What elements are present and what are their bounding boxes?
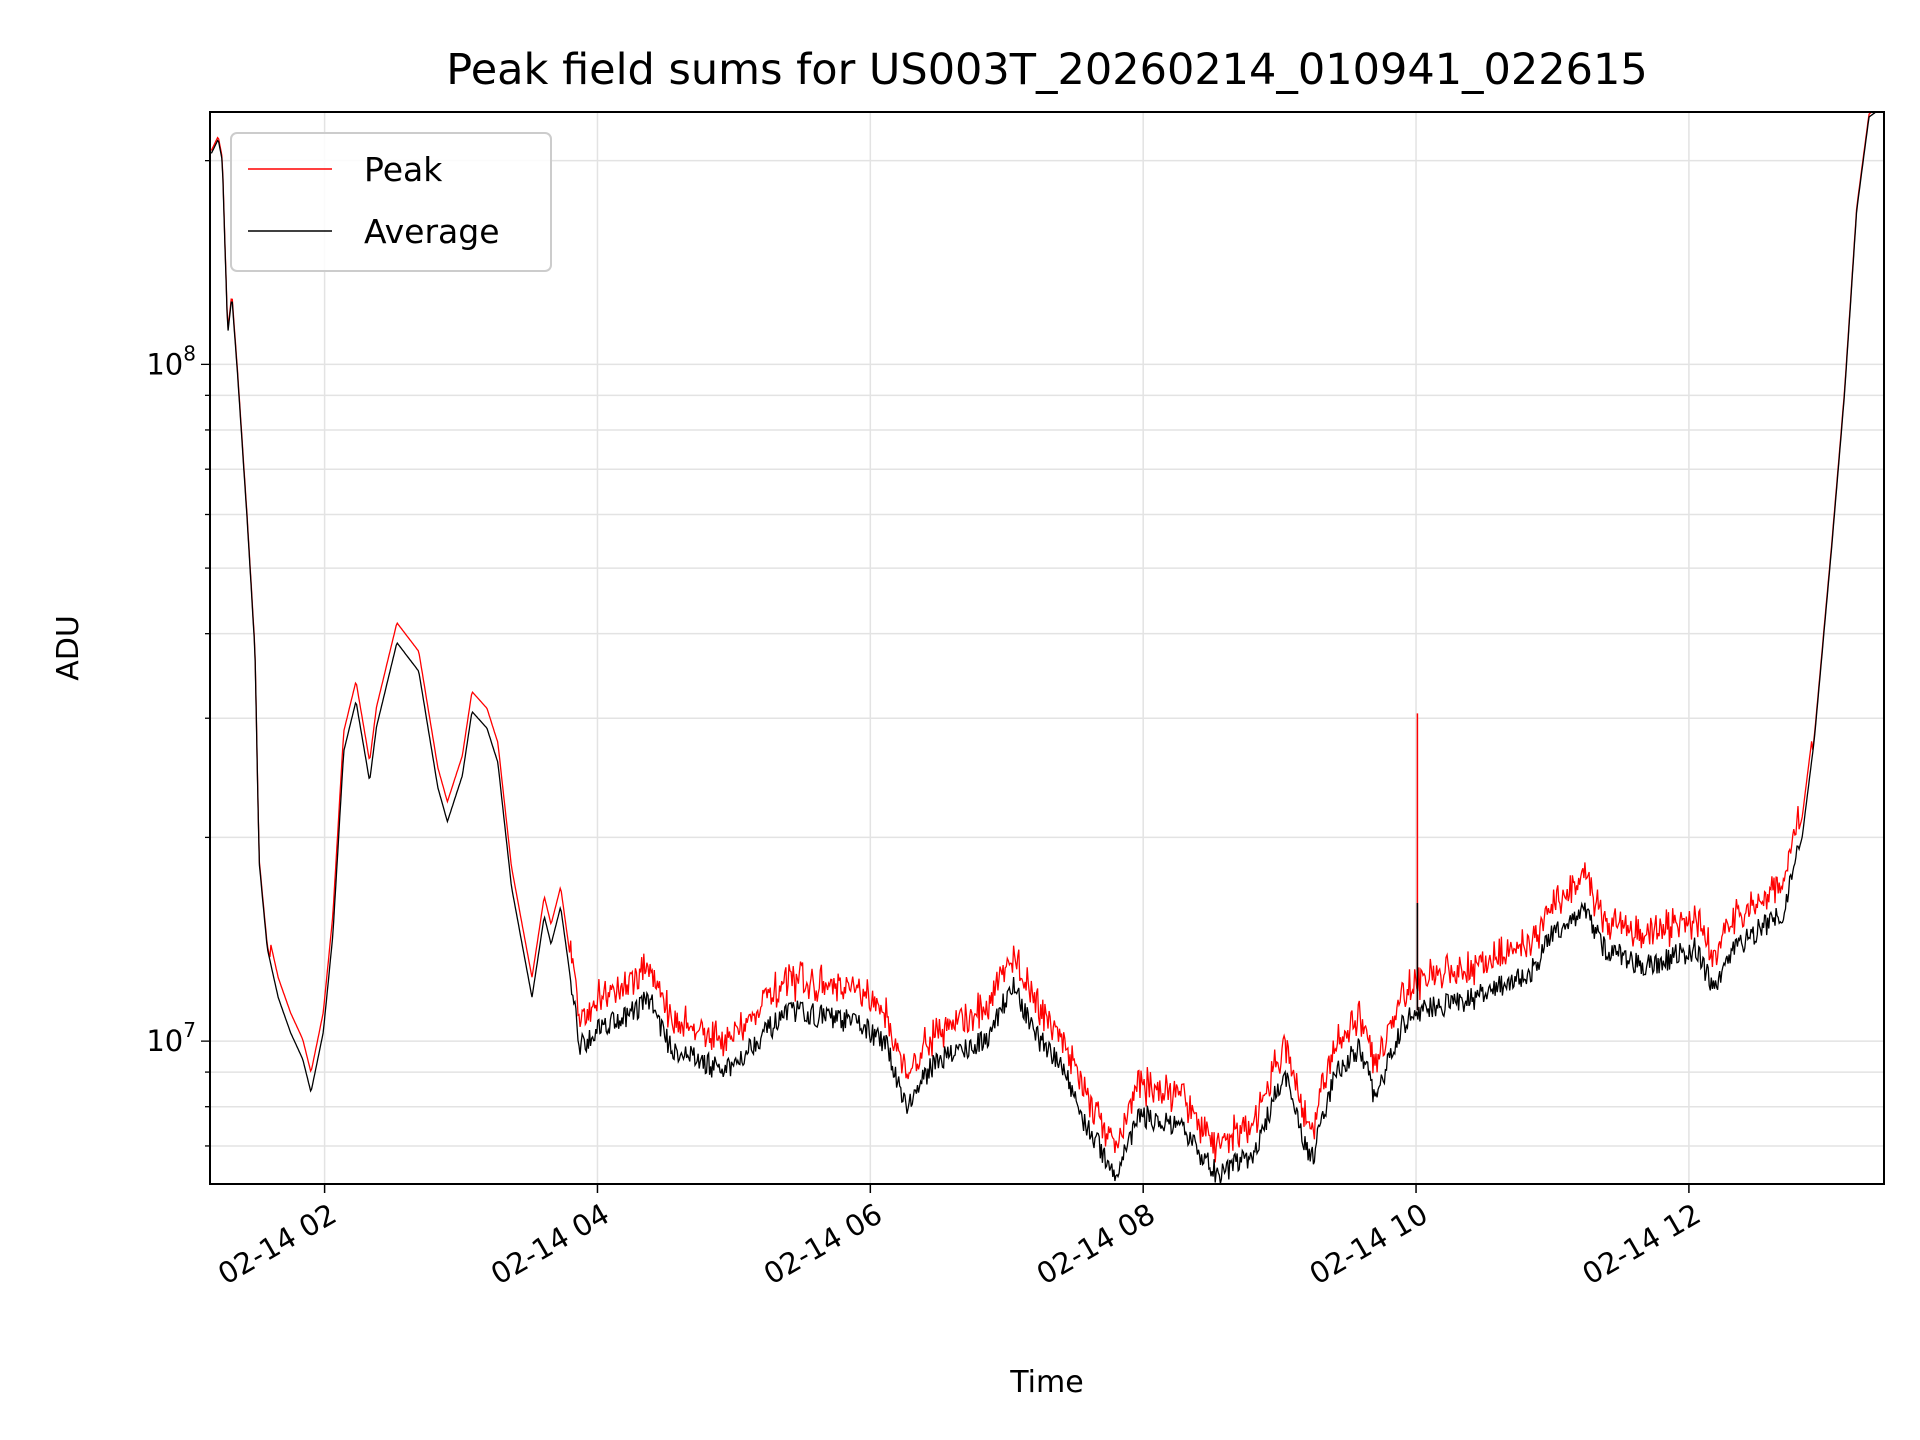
grid — [210, 112, 1884, 1184]
x-axis-label: Time — [1009, 1365, 1083, 1400]
x-axis: 02-14 02 02-14 04 02-14 06 02-14 08 02-14 10… — [212, 1184, 1706, 1291]
legend: Peak Average — [230, 132, 552, 272]
legend-peak-label: Peak — [364, 150, 443, 189]
y-tick-label: 107 — [146, 1018, 196, 1058]
x-tick-label: 02-14 12 — [1576, 1197, 1706, 1292]
y-tick-exponent: 8 — [183, 341, 196, 365]
x-tick-label: 02-14 02 — [212, 1197, 342, 1292]
legend-box — [230, 132, 552, 272]
chart-title: Peak field sums for US003T_20260214_0109… — [446, 45, 1647, 95]
x-tick-label: 02-14 10 — [1304, 1197, 1434, 1292]
legend-average-label: Average — [364, 212, 500, 251]
x-tick-label: 02-14 06 — [758, 1197, 888, 1292]
x-tick-label: 02-14 04 — [485, 1197, 615, 1292]
plot-area-frame — [209, 111, 1885, 1185]
series-average-line — [210, 112, 1877, 1184]
y-tick-exponent: 7 — [183, 1018, 196, 1042]
y-axis-label: ADU — [51, 615, 86, 681]
y-tick-base: 10 — [146, 347, 183, 381]
series-peak-line — [210, 112, 1873, 1163]
x-tick-label: 02-14 08 — [1031, 1197, 1161, 1292]
y-tick-base: 10 — [146, 1024, 183, 1058]
y-tick-label: 108 — [146, 341, 196, 381]
